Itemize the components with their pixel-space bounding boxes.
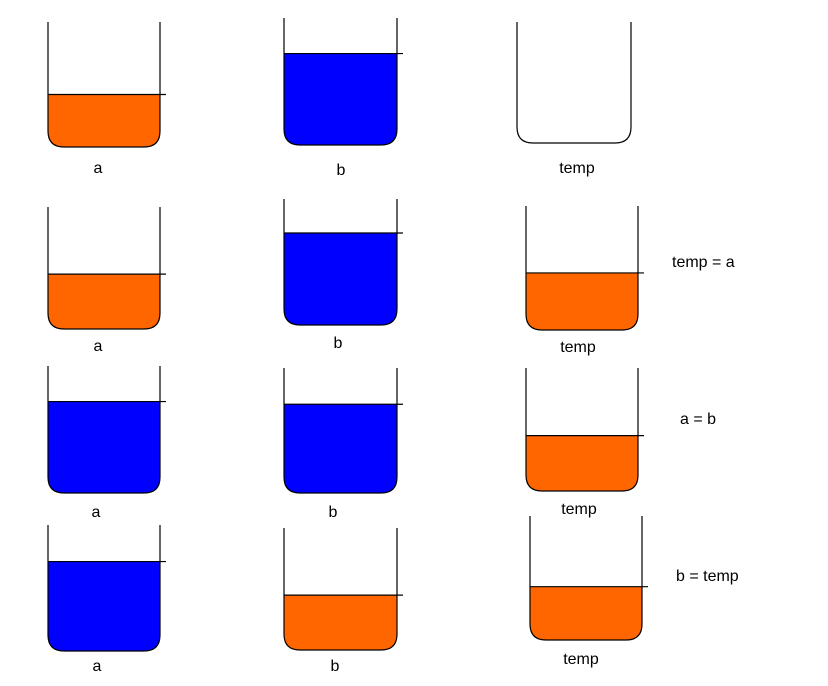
beaker: a — [47, 207, 166, 355]
beaker-label: temp — [561, 501, 597, 518]
beaker-label: b — [331, 658, 340, 675]
beaker-label: a — [92, 504, 101, 521]
liquid-fill — [526, 272, 638, 330]
liquid-fill — [284, 233, 397, 325]
swap-step-row: a b temp — [47, 18, 632, 179]
liquid-fill — [284, 404, 397, 493]
beaker-label: b — [334, 335, 343, 352]
beaker-label: temp — [559, 160, 595, 177]
step-statement: a = b — [680, 411, 716, 428]
liquid-fill — [526, 435, 638, 491]
beaker: a — [47, 525, 166, 675]
beaker-outline — [47, 207, 161, 330]
beaker: b — [283, 368, 403, 521]
beaker: b — [283, 528, 403, 675]
beaker-outline — [47, 366, 161, 494]
beaker: b — [283, 199, 403, 352]
swap-step-row: a b temp temp = a — [47, 199, 735, 356]
beaker-outline — [47, 22, 161, 148]
beaker: a — [47, 366, 166, 521]
beaker: temp — [516, 22, 632, 177]
step-statement: temp = a — [672, 254, 735, 271]
liquid-fill — [530, 586, 642, 640]
swap-step-row: a b temp b = temp — [47, 516, 739, 675]
beaker-outline — [525, 368, 639, 492]
beaker-label: b — [329, 504, 338, 521]
beaker: temp — [525, 206, 644, 356]
rows-layer: a b temp a b temp temp = a a b temp a = b a b temp b =… — [47, 18, 739, 675]
liquid-fill — [284, 53, 397, 146]
swap-step-row: a b temp a = b — [47, 366, 716, 521]
beaker-outline — [516, 22, 632, 144]
beaker-label: a — [93, 658, 102, 675]
beaker-outline — [47, 525, 161, 652]
beaker: b — [283, 18, 403, 179]
beaker-outline — [283, 368, 398, 494]
beaker-outline — [283, 199, 398, 326]
beaker-label: temp — [563, 651, 599, 668]
beaker-outline — [529, 516, 643, 641]
beaker: temp — [529, 516, 648, 668]
beaker-label: a — [94, 338, 103, 355]
beaker: a — [47, 22, 166, 177]
liquid-fill — [48, 561, 160, 651]
beaker-outline — [283, 18, 398, 146]
liquid-fill — [48, 401, 160, 493]
liquid-fill — [48, 94, 160, 147]
beaker-label: temp — [560, 339, 596, 356]
beaker-label: b — [337, 162, 346, 179]
beaker-outline — [525, 206, 639, 331]
liquid-fill — [284, 595, 397, 650]
step-statement: b = temp — [676, 568, 739, 585]
liquid-fill — [48, 274, 160, 329]
beaker-label: a — [94, 160, 103, 177]
beaker: temp — [525, 368, 644, 518]
beaker-outline — [283, 528, 398, 651]
